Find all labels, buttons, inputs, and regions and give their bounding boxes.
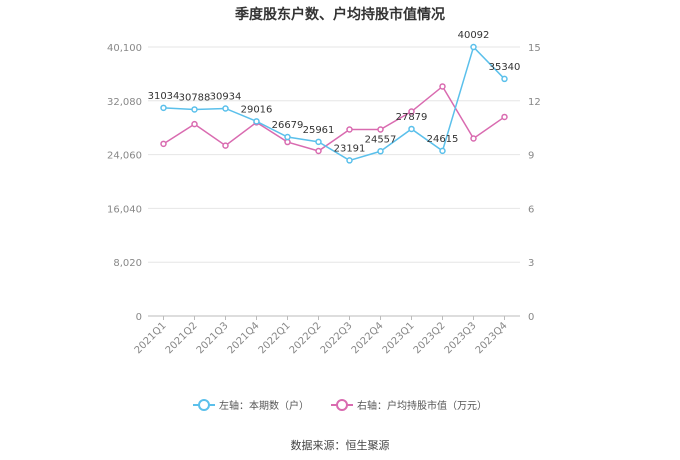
data-point-right bbox=[222, 142, 229, 149]
data-point-left bbox=[346, 157, 353, 164]
data-point-left bbox=[439, 147, 446, 155]
data-label: 26679 bbox=[272, 120, 304, 131]
right-tick-label: 12 bbox=[528, 97, 541, 108]
data-point-right bbox=[470, 135, 477, 142]
x-tick-label: 2023Q1 bbox=[381, 320, 417, 356]
grid-lines bbox=[148, 46, 520, 317]
data-point-right bbox=[408, 108, 415, 115]
x-tick-label: 2022Q2 bbox=[288, 320, 324, 356]
legend-label-right: 右轴：户均持股市值（万元） bbox=[357, 401, 487, 412]
x-tick-label: 2022Q4 bbox=[350, 320, 386, 356]
data-point-left bbox=[315, 138, 322, 146]
data-label: 29016 bbox=[241, 104, 273, 115]
right-tick-label: 9 bbox=[528, 151, 534, 162]
data-label: 31034 bbox=[148, 91, 180, 102]
series-line-right bbox=[163, 85, 505, 152]
data-point-left bbox=[253, 118, 260, 125]
left-axis-ticks: 0 8,020 16,040 24,060 32,080 40,100 bbox=[107, 43, 142, 323]
data-labels: 31034 30788 30934 29016 26679 25961 2319124557… bbox=[148, 30, 521, 154]
chart-title: 季度股东户数、户均持股市值情况 bbox=[235, 7, 445, 23]
x-tick-label: 2021Q1 bbox=[133, 320, 169, 356]
data-point-left bbox=[284, 133, 291, 141]
data-point-right bbox=[191, 120, 198, 128]
x-tick-label: 2022Q3 bbox=[319, 320, 355, 356]
data-point-left bbox=[408, 125, 415, 133]
data-label: 24615 bbox=[427, 134, 459, 145]
left-tick-label: 16,040 bbox=[107, 204, 142, 215]
data-label: 35340 bbox=[489, 62, 521, 73]
x-tick-label: 2021Q2 bbox=[164, 320, 200, 356]
data-label: 25961 bbox=[303, 125, 335, 136]
right-tick-label: 3 bbox=[528, 258, 534, 269]
data-label: 23191 bbox=[334, 143, 366, 154]
right-tick-label: 0 bbox=[528, 312, 534, 323]
right-axis-ticks: 0 3 6 9 12 15 bbox=[528, 43, 541, 323]
data-point-left bbox=[377, 148, 384, 155]
left-tick-label: 0 bbox=[136, 312, 142, 323]
data-point-left bbox=[191, 106, 198, 113]
legend-item-right-series[interactable]: 右轴：户均持股市值（万元） bbox=[331, 397, 487, 412]
left-tick-label: 40,100 bbox=[107, 43, 142, 54]
x-tick-label: 2022Q1 bbox=[257, 320, 293, 356]
legend-swatch-right bbox=[331, 398, 353, 411]
x-tick-label: 2021Q4 bbox=[226, 320, 262, 356]
x-tick-label: 2023Q4 bbox=[474, 320, 510, 356]
data-point-left bbox=[222, 105, 229, 112]
x-tick-label: 2023Q2 bbox=[412, 320, 448, 356]
data-point-right bbox=[160, 140, 167, 148]
data-point-right bbox=[315, 147, 322, 155]
data-point-right bbox=[377, 126, 384, 133]
data-point-left bbox=[160, 104, 167, 112]
data-label: 30934 bbox=[210, 91, 242, 102]
x-axis-ticks: 2021Q12021Q22021Q32021Q42022Q12022Q22022… bbox=[133, 316, 510, 356]
legend: 左轴：本期数（户） 右轴：户均持股市值（万元） bbox=[0, 397, 680, 412]
left-tick-label: 8,020 bbox=[113, 258, 142, 269]
data-source-note: 数据来源：恒生聚源 bbox=[290, 439, 390, 452]
data-label: 27879 bbox=[396, 112, 428, 123]
legend-swatch-left bbox=[193, 398, 215, 411]
x-tick-label: 2023Q3 bbox=[443, 320, 479, 356]
left-tick-label: 24,060 bbox=[107, 151, 142, 162]
left-tick-label: 32,080 bbox=[107, 97, 142, 108]
legend-label-left: 左轴：本期数（户） bbox=[219, 401, 309, 412]
series-lines bbox=[160, 43, 508, 164]
x-tick-label: 2021Q3 bbox=[195, 320, 231, 356]
data-label: 30788 bbox=[179, 92, 211, 103]
data-point-left bbox=[470, 43, 477, 51]
series-line-left bbox=[163, 45, 506, 162]
right-tick-label: 6 bbox=[528, 204, 534, 215]
right-tick-label: 15 bbox=[528, 43, 541, 54]
data-point-right bbox=[284, 138, 291, 146]
data-point-right bbox=[439, 83, 446, 90]
data-label: 24557 bbox=[365, 134, 397, 145]
data-point-left bbox=[501, 75, 508, 83]
legend-item-left-series[interactable]: 左轴：本期数（户） bbox=[193, 397, 309, 412]
data-point-right bbox=[501, 113, 508, 121]
data-point-right bbox=[346, 126, 353, 133]
data-label: 40092 bbox=[458, 30, 490, 41]
